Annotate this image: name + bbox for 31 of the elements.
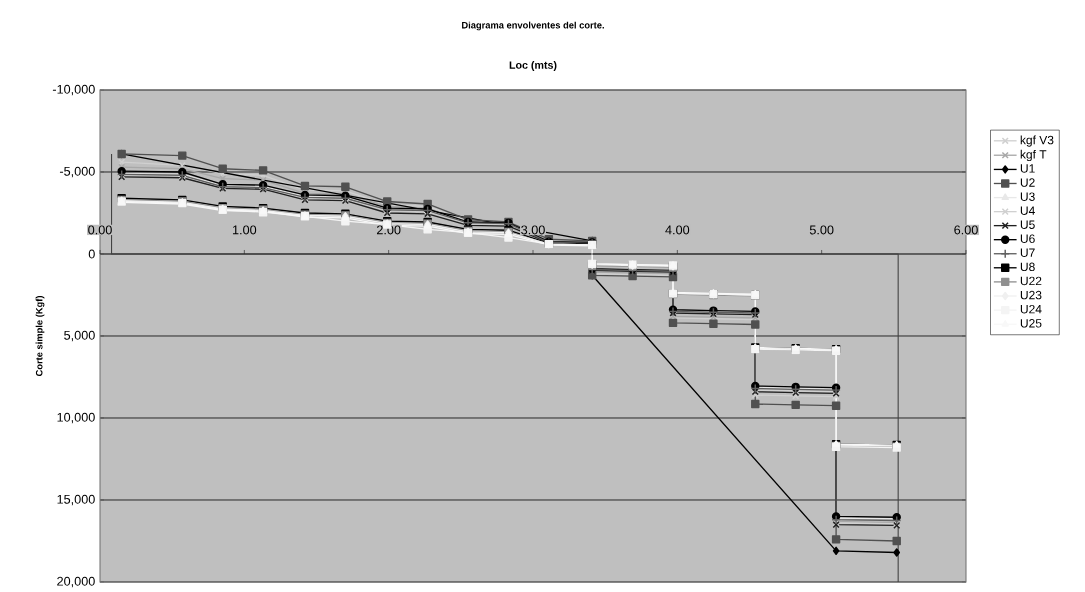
legend-label: U1 [1020, 164, 1035, 173]
x-tick-label: 2.00 [376, 225, 401, 235]
legend-label: U25 [1020, 319, 1042, 328]
legend-label: kgf T [1020, 149, 1047, 162]
legend-label: U23 [1020, 290, 1042, 300]
y-tick-label: 5,000 [64, 330, 95, 342]
x-tick-label: 6.00 [954, 225, 978, 235]
y-tick-label: 0 [88, 249, 95, 259]
y-tick-label: -5,000 [59, 166, 95, 178]
legend-label: U2 [1020, 178, 1035, 187]
y-tick-label: 15,000 [57, 494, 95, 506]
y-tick-label: 10,000 [57, 412, 95, 424]
x-tick-label: 5.00 [809, 225, 834, 235]
legend-label: kgf V3 [1020, 135, 1054, 147]
legend-label: U6 [1020, 234, 1035, 243]
legend-label: U24 [1020, 304, 1042, 314]
legend-label: U22 [1020, 276, 1042, 286]
x-tick-label: 1.00 [232, 225, 257, 235]
x-tick-label: 3.00 [521, 225, 545, 235]
x-axis-title: Loc (mts) [509, 61, 557, 71]
y-tick-label: 20,000 [57, 576, 95, 588]
x-tick-label: 0.00 [88, 225, 112, 235]
x-tick-label: 4.00 [665, 225, 690, 235]
chart-title: Diagrama envolventes del corte. [462, 21, 604, 31]
legend-label: U5 [1020, 220, 1035, 229]
legend-label: U4 [1020, 206, 1035, 215]
legend-label: U8 [1020, 262, 1035, 272]
legend-label: U7 [1020, 248, 1035, 257]
y-tick-label: -10,000 [52, 84, 95, 96]
legend-label: U3 [1020, 192, 1035, 201]
y-axis-title: Corte simple (Kgf) [35, 296, 45, 377]
